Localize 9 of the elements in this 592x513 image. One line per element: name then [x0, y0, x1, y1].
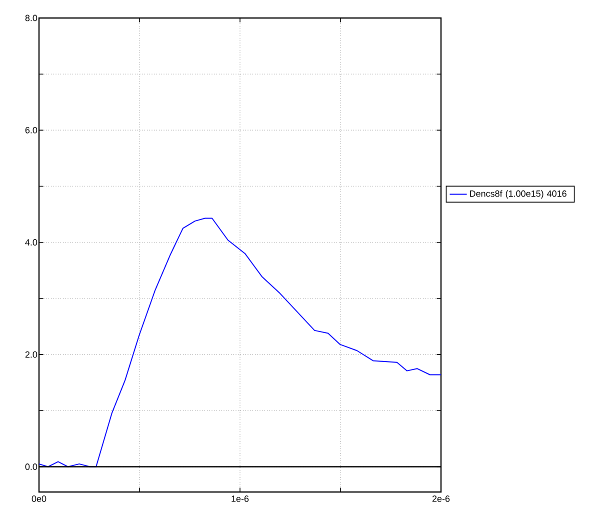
y-tick-label: 0.0 — [25, 464, 38, 470]
y-tick-label: 2.0 — [25, 351, 38, 358]
x-tick-label: 1e-6 — [232, 496, 249, 502]
legend-label: Dencs8f (1.00e15) 4016 — [470, 190, 566, 199]
x-tick-label: 0e0 — [32, 496, 46, 502]
y-tick-label: 6.0 — [25, 126, 38, 134]
y-tick-label: 4.0 — [25, 239, 38, 246]
y-tick-label: 8.0 — [25, 14, 38, 22]
x-tick-label: 2e-6 — [432, 496, 450, 502]
